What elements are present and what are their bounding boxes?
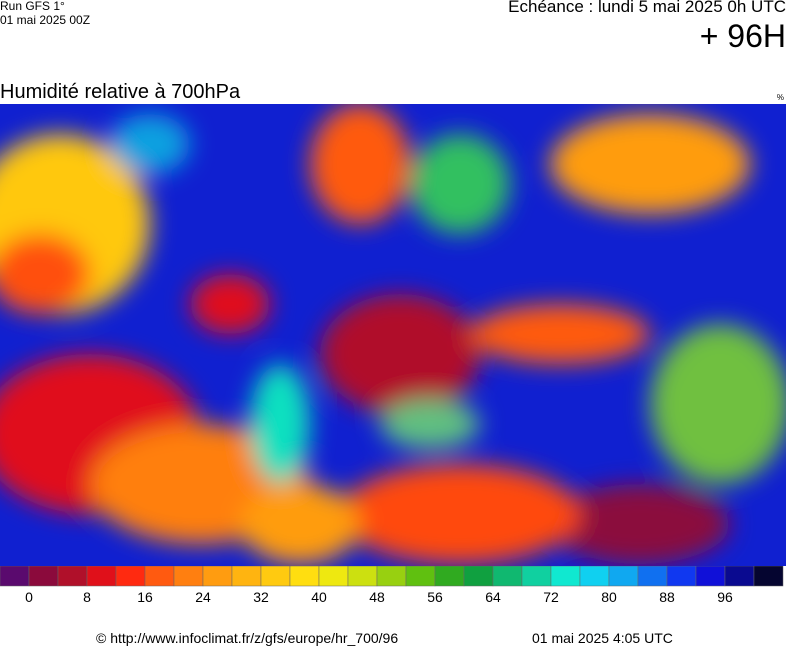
colorbar-swatch <box>550 566 581 587</box>
colorbar-swatch <box>521 566 552 587</box>
colorbar-swatch <box>753 566 784 587</box>
colorbar-swatch <box>724 566 755 587</box>
run-label: Run GFS 1° <box>0 0 65 13</box>
colorbar-swatch <box>86 566 117 587</box>
generated-time: 01 mai 2025 4:05 UTC <box>532 630 673 646</box>
colorbar-tick-label: 24 <box>195 589 211 605</box>
colorbar-swatch <box>231 566 262 587</box>
colorbar-tick-label: 96 <box>717 589 733 605</box>
colorbar-tick-label: 88 <box>659 589 675 605</box>
map <box>0 104 786 566</box>
colorbar-swatch <box>28 566 59 587</box>
colorbar-swatch <box>666 566 697 587</box>
colorbar-tick-label: 40 <box>311 589 327 605</box>
map-title: Humidité relative à 700hPa <box>0 81 241 103</box>
colorbar-swatch <box>376 566 407 587</box>
colorbar-tick-label: 0 <box>25 589 33 605</box>
colorbar-swatch <box>260 566 291 587</box>
colorbar-swatch <box>579 566 610 587</box>
colorbar-swatch <box>173 566 204 587</box>
colorbar-tick-label: 56 <box>427 589 443 605</box>
colorbar: 0 8 16 24 32 40 48 56 64 72 80 88 96 <box>0 566 784 605</box>
colorbar-swatch <box>318 566 349 587</box>
colorbar-swatch <box>405 566 436 587</box>
colorbar-tick-label: 72 <box>543 589 559 605</box>
lead-time: + 96H <box>699 18 786 54</box>
colorbar-tick-label: 32 <box>253 589 269 605</box>
colorbar-swatch <box>57 566 88 587</box>
colorbar-swatch <box>0 566 30 587</box>
colorbar-swatch <box>695 566 726 587</box>
colorbar-swatch <box>289 566 320 587</box>
valid-time: Echéance : lundi 5 mai 2025 0h UTC <box>508 0 786 16</box>
unit-label: % <box>776 93 784 102</box>
run-date: 01 mai 2025 00Z <box>0 13 91 27</box>
colorbar-swatch <box>202 566 233 587</box>
colorbar-swatch <box>492 566 523 587</box>
colorbar-swatch <box>115 566 146 587</box>
colorbar-swatch <box>144 566 175 587</box>
colorbar-tick-label: 64 <box>485 589 501 605</box>
colorbar-tick-label: 8 <box>83 589 91 605</box>
colorbar-tick-label: 48 <box>369 589 385 605</box>
colorbar-tick-label: 80 <box>601 589 617 605</box>
colorbar-swatch <box>434 566 465 587</box>
colorbar-swatch <box>463 566 494 587</box>
colorbar-swatch <box>608 566 639 587</box>
source-credit: © http://www.infoclimat.fr/z/gfs/europe/… <box>96 630 399 646</box>
colorbar-swatch <box>637 566 668 587</box>
colorbar-tick-label: 16 <box>137 589 153 605</box>
colorbar-swatch <box>347 566 378 587</box>
